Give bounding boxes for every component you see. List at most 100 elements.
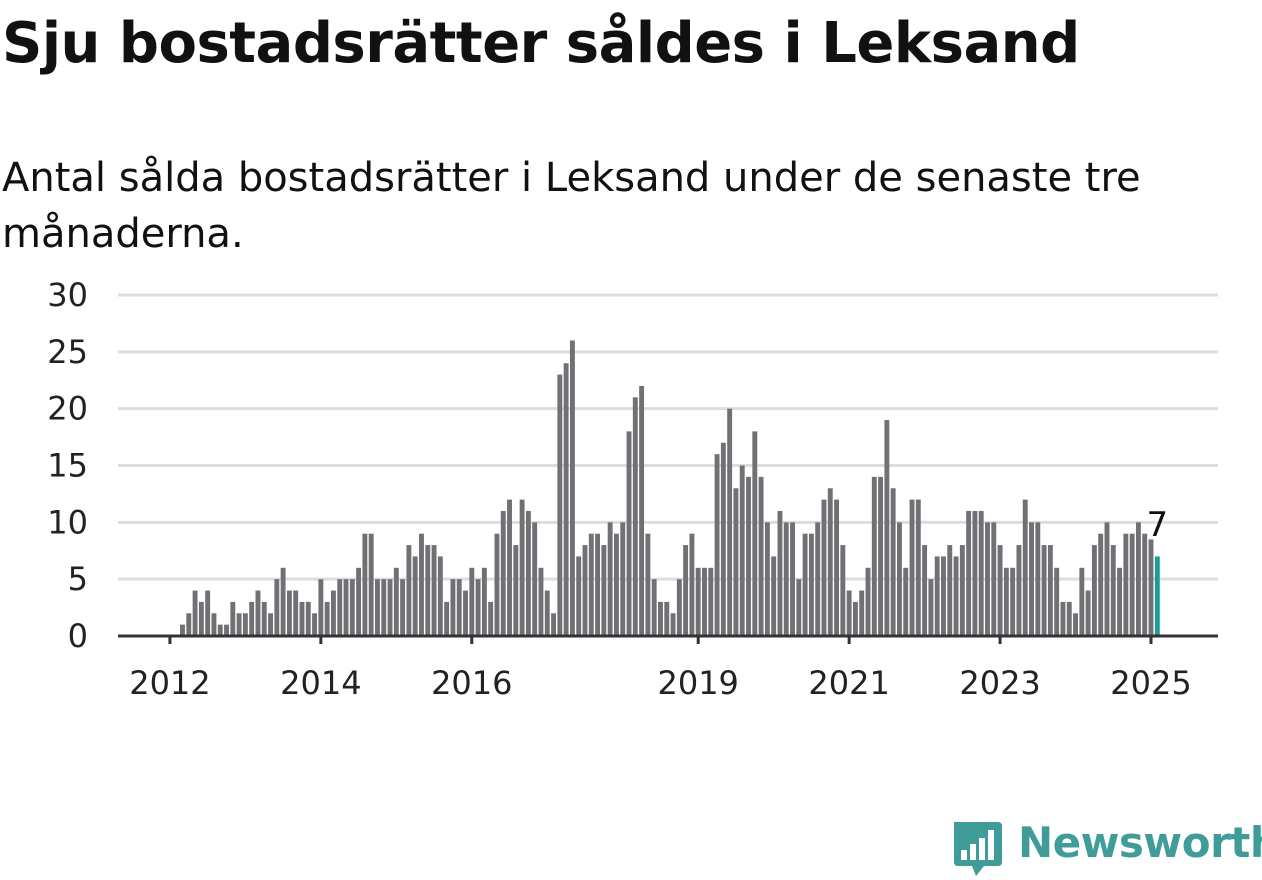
- bar: [758, 476, 764, 636]
- bar: [739, 465, 745, 636]
- bar: [689, 533, 695, 636]
- bar: [1135, 522, 1141, 636]
- bar: [645, 533, 651, 636]
- y-tick-label: 10: [47, 503, 88, 541]
- bar: [1035, 522, 1041, 636]
- bar: [890, 488, 896, 636]
- newsworthy-logo-icon: [954, 822, 1002, 876]
- bar: [1117, 567, 1123, 636]
- bar: [1091, 545, 1097, 636]
- bar: [708, 567, 714, 636]
- bar: [834, 499, 840, 636]
- bar: [676, 579, 682, 636]
- bar: [865, 567, 871, 636]
- bar: [595, 533, 601, 636]
- bar: [746, 476, 751, 636]
- x-tick-label: 2019: [657, 664, 738, 700]
- bar: [1129, 533, 1135, 636]
- bar: [437, 556, 443, 636]
- bar: [381, 579, 387, 636]
- bar: [469, 567, 475, 636]
- bar: [771, 556, 777, 636]
- bar: [991, 522, 997, 636]
- bar: [349, 579, 355, 636]
- bar: [1142, 533, 1148, 636]
- bar: [953, 556, 959, 636]
- bar: [846, 590, 852, 636]
- bar: [255, 590, 261, 636]
- bar: [268, 613, 273, 636]
- brand-name: Newsworthy: [1018, 818, 1262, 867]
- bar: [909, 499, 915, 636]
- bar: [1073, 613, 1078, 636]
- bar: [1066, 601, 1072, 636]
- bar: [419, 533, 424, 636]
- bar: [494, 533, 500, 636]
- bar-highlight: [1154, 556, 1160, 636]
- bar: [1047, 545, 1053, 636]
- bar: [519, 499, 525, 636]
- bar: [387, 579, 393, 636]
- bar: [186, 613, 192, 636]
- bar: [551, 613, 557, 636]
- bars: [180, 340, 1160, 636]
- bar: [513, 545, 519, 636]
- bar: [293, 590, 299, 636]
- bar: [507, 499, 512, 636]
- bar: [356, 567, 362, 636]
- bar: [613, 533, 619, 636]
- bar: [557, 374, 563, 636]
- bar: [525, 510, 531, 636]
- bar: [702, 567, 707, 636]
- bar: [670, 613, 676, 636]
- bar: [180, 624, 185, 636]
- bar: [450, 579, 456, 636]
- bar: [362, 533, 368, 636]
- bar: [211, 613, 217, 636]
- bar: [903, 567, 909, 636]
- bar: [205, 590, 211, 636]
- bar: [1148, 539, 1154, 636]
- bar: [720, 442, 726, 636]
- bar: [1085, 590, 1091, 636]
- bar: [934, 556, 940, 636]
- bar: [1104, 522, 1110, 636]
- bar: [261, 601, 267, 636]
- y-axis-ticks: 0 5 10 15 20 25 30: [47, 276, 88, 655]
- bar: [1110, 545, 1116, 636]
- bar: [639, 385, 645, 636]
- bar: [802, 533, 808, 636]
- x-axis-ticks: 2012 2014 2016 2019 2021 2023 2025: [129, 636, 1192, 700]
- y-tick-label: 5: [68, 560, 88, 598]
- bar: [563, 363, 569, 636]
- bar: [658, 601, 663, 636]
- bar: [312, 613, 318, 636]
- bar: [488, 601, 494, 636]
- bar: [198, 601, 204, 636]
- bar: [1016, 545, 1022, 636]
- data-labels: 7: [1146, 505, 1168, 545]
- bar: [878, 476, 884, 636]
- bar: [305, 601, 311, 636]
- bar: [1041, 545, 1047, 636]
- bar: [217, 624, 223, 636]
- bar: [651, 579, 657, 636]
- bar: [852, 601, 858, 636]
- bar: [192, 590, 198, 636]
- bar: [368, 533, 374, 636]
- bar: [884, 420, 890, 636]
- bar: [343, 579, 349, 636]
- bar: [475, 579, 481, 636]
- y-tick-label: 15: [47, 447, 88, 485]
- bar: [400, 579, 406, 636]
- bar: [959, 545, 965, 636]
- bar: [318, 579, 324, 636]
- bar: [821, 499, 827, 636]
- bar: [714, 454, 720, 636]
- bar: [941, 556, 946, 636]
- bar: [783, 522, 789, 636]
- bar: [733, 488, 739, 636]
- bar: [532, 522, 538, 636]
- bar: [727, 408, 733, 636]
- bar: [790, 522, 795, 636]
